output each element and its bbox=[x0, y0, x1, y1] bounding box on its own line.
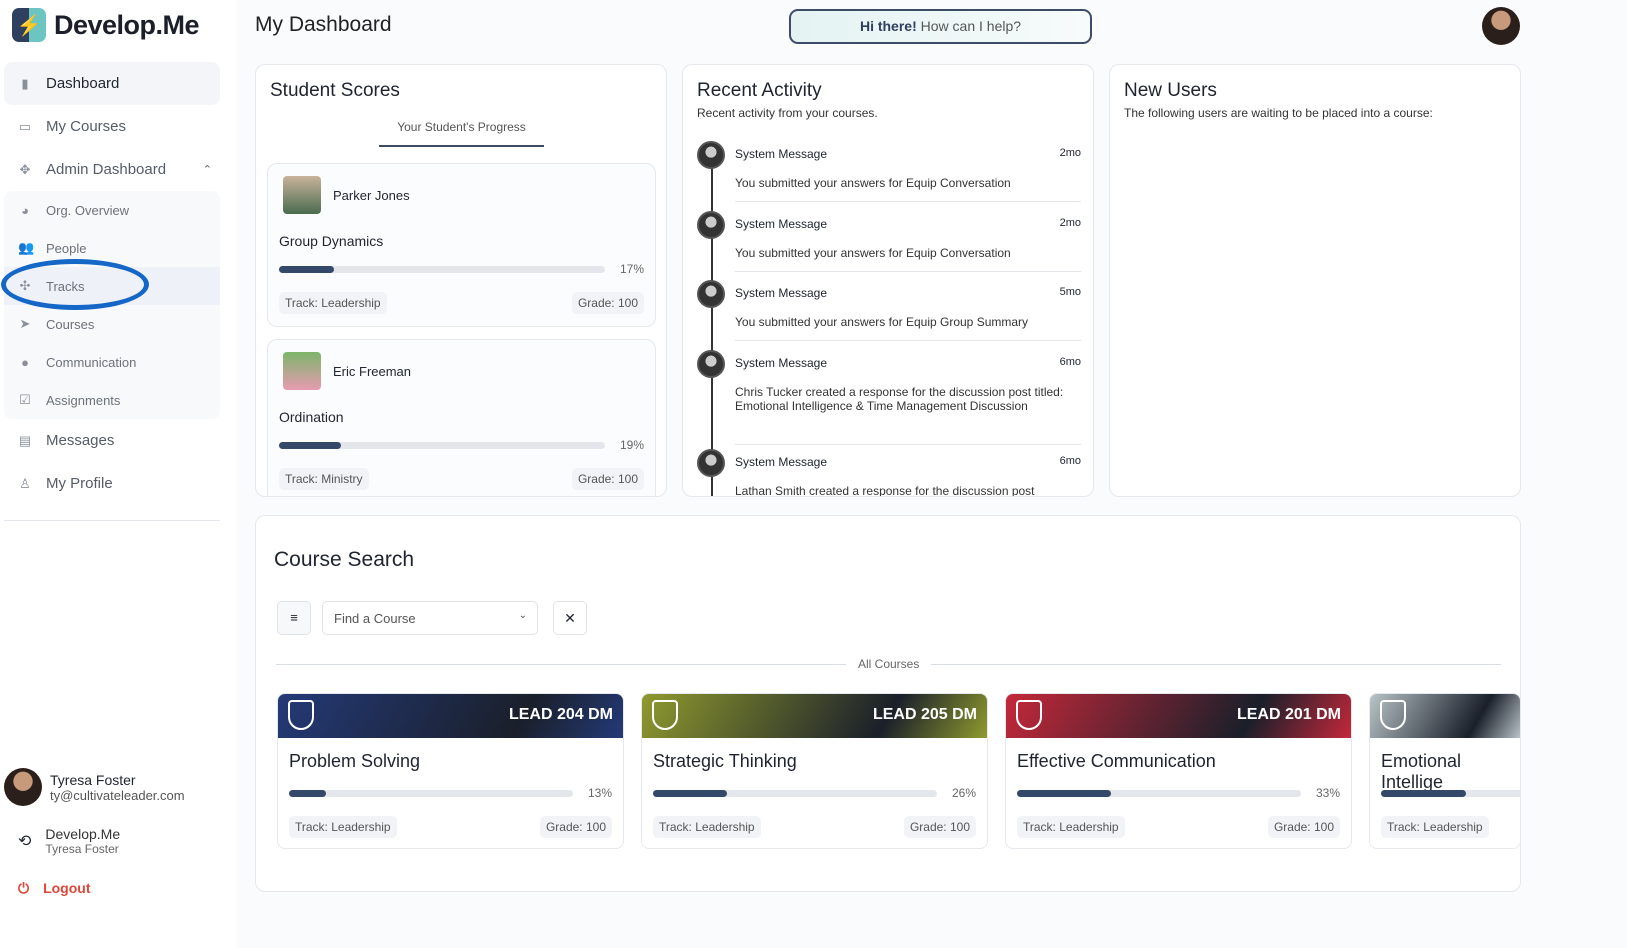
student-card[interactable]: Eric Freeman Ordination 19% Track: Minis… bbox=[267, 339, 656, 496]
recent-activity-panel: Recent Activity Recent activity from you… bbox=[682, 64, 1094, 497]
admin-icon: ✥ bbox=[19, 161, 31, 177]
grade-badge: Grade: 100 bbox=[571, 292, 644, 314]
student-photo bbox=[283, 176, 321, 214]
sidebar-item-assignments[interactable]: ☑ Assignments bbox=[19, 392, 121, 408]
grade-badge: Grade: 100 bbox=[571, 468, 644, 490]
timeline-line bbox=[711, 155, 713, 496]
student-card[interactable]: Parker Jones Group Dynamics 17% Track: L… bbox=[267, 163, 656, 327]
progress-bar bbox=[653, 790, 937, 797]
grade-badge: Grade: 100 bbox=[903, 816, 976, 838]
course-card[interactable]: LEAD 201 DM Effective Communication 33% … bbox=[1005, 693, 1352, 849]
sidebar-item-dashboard[interactable]: ▮ Dashboard bbox=[4, 62, 220, 105]
track-badge: Track: Ministry bbox=[279, 468, 369, 490]
person-icon: ♙ bbox=[19, 475, 31, 491]
progress-bar bbox=[289, 790, 573, 797]
course-banner: LEAD 205 DM bbox=[642, 694, 987, 738]
divider bbox=[735, 271, 1081, 272]
shield-icon bbox=[1016, 700, 1042, 730]
sidebar-divider bbox=[4, 520, 220, 521]
course-banner bbox=[1370, 694, 1520, 738]
page-title: My Dashboard bbox=[255, 13, 392, 36]
avatar bbox=[697, 141, 725, 169]
student-scores-panel: Student Scores Your Student's Progress P… bbox=[255, 64, 667, 497]
divider bbox=[735, 201, 1081, 202]
course-search-panel: Course Search ≡ Find a Course ⌄ ✕ All Cou… bbox=[255, 515, 1521, 892]
track-badge: Track: Leadership bbox=[289, 816, 397, 838]
avatar bbox=[697, 280, 725, 308]
sidebar-item-my-courses[interactable]: ▭ My Courses bbox=[18, 118, 127, 135]
filter-icon: ≡ bbox=[290, 610, 298, 625]
sidebar-item-courses[interactable]: ➤ Courses bbox=[19, 316, 95, 332]
course-card[interactable]: Emotional Intellige Track: Leadership bbox=[1369, 693, 1520, 849]
logo[interactable]: ⚡ Develop.Me bbox=[12, 8, 200, 42]
course-banner: LEAD 201 DM bbox=[1006, 694, 1351, 738]
avatar bbox=[697, 449, 725, 477]
people-icon: 👥 bbox=[18, 240, 35, 255]
track-badge: Track: Leadership bbox=[1381, 816, 1489, 838]
all-courses-divider: All Courses bbox=[276, 657, 1501, 671]
progress-bar bbox=[279, 266, 605, 273]
avatar bbox=[697, 211, 725, 239]
course-card[interactable]: LEAD 204 DM Problem Solving 13% Track: L… bbox=[277, 693, 624, 849]
chevron-up-icon[interactable]: ⌃ bbox=[202, 164, 212, 176]
switch-icon: ⟲ bbox=[18, 833, 32, 850]
help-assistant-button[interactable]: Hi there! How can I help? bbox=[789, 9, 1092, 44]
highlight-annotation-circle bbox=[1, 259, 149, 310]
divider bbox=[735, 340, 1081, 341]
clear-button[interactable]: ✕ bbox=[553, 601, 587, 635]
sidebar: ⚡ Develop.Me ▮ Dashboard ▭ My Courses ✥ Admi… bbox=[0, 0, 237, 948]
chevron-down-icon: ⌄ bbox=[518, 610, 527, 621]
shield-icon bbox=[652, 700, 678, 730]
avatar bbox=[4, 768, 42, 806]
track-badge: Track: Leadership bbox=[653, 816, 761, 838]
tab-your-students-progress[interactable]: Your Student's Progress bbox=[379, 120, 544, 147]
speaker-icon: ● bbox=[21, 354, 29, 370]
avatar bbox=[697, 350, 725, 378]
sidebar-item-communication[interactable]: ● Communication bbox=[4, 343, 220, 381]
course-banner: LEAD 204 DM bbox=[278, 694, 623, 738]
panel-title: Student Scores bbox=[270, 80, 400, 101]
shield-icon bbox=[1380, 700, 1406, 730]
org-switcher[interactable]: ⟲ Develop.Me Tyresa Foster bbox=[18, 826, 121, 856]
course-card[interactable]: LEAD 205 DM Strategic Thinking 26% Track… bbox=[641, 693, 988, 849]
message-icon: ▤ bbox=[18, 432, 32, 448]
filter-button[interactable]: ≡ bbox=[277, 601, 311, 635]
grade-badge: Grade: 100 bbox=[539, 816, 612, 838]
grade-badge: Grade: 100 bbox=[1267, 816, 1340, 838]
divider bbox=[735, 444, 1081, 445]
shield-icon bbox=[288, 700, 314, 730]
bolt-icon: ⚡ bbox=[12, 8, 46, 42]
panel-title: New Users bbox=[1124, 80, 1217, 101]
send-icon: ➤ bbox=[19, 316, 31, 331]
logout-button[interactable]: ⏻ Logout bbox=[18, 880, 91, 896]
user-profile[interactable]: Tyresa Foster ty@cultivateleader.com bbox=[4, 768, 185, 806]
power-icon: ⏻ bbox=[18, 880, 30, 896]
progress-bar bbox=[279, 442, 605, 449]
sidebar-item-my-profile[interactable]: ♙ My Profile bbox=[19, 475, 113, 492]
bar-chart-icon: ▮ bbox=[21, 75, 29, 91]
laptop-icon: ▭ bbox=[18, 118, 32, 134]
find-course-select[interactable]: Find a Course ⌄ bbox=[322, 601, 538, 635]
pie-chart-icon: ◕ bbox=[21, 202, 29, 218]
progress-bar bbox=[1017, 790, 1301, 797]
clipboard-check-icon: ☑ bbox=[19, 392, 31, 407]
sidebar-item-org-overview[interactable]: ◕ Org. Overview bbox=[4, 191, 220, 229]
sidebar-item-admin-dashboard[interactable]: ✥ Admin Dashboard ⌃ bbox=[19, 161, 212, 178]
student-photo bbox=[283, 352, 321, 390]
user-avatar-button[interactable] bbox=[1482, 7, 1520, 45]
new-users-panel: New Users The following users are waitin… bbox=[1109, 64, 1521, 497]
track-badge: Track: Leadership bbox=[1017, 816, 1125, 838]
panel-title: Recent Activity bbox=[697, 80, 822, 101]
close-icon: ✕ bbox=[564, 610, 576, 626]
track-badge: Track: Leadership bbox=[279, 292, 387, 314]
progress-bar bbox=[1381, 790, 1520, 797]
sidebar-item-people[interactable]: 👥 People bbox=[18, 240, 87, 256]
sidebar-item-messages[interactable]: ▤ Messages bbox=[18, 432, 115, 449]
panel-title: Course Search bbox=[274, 548, 415, 571]
